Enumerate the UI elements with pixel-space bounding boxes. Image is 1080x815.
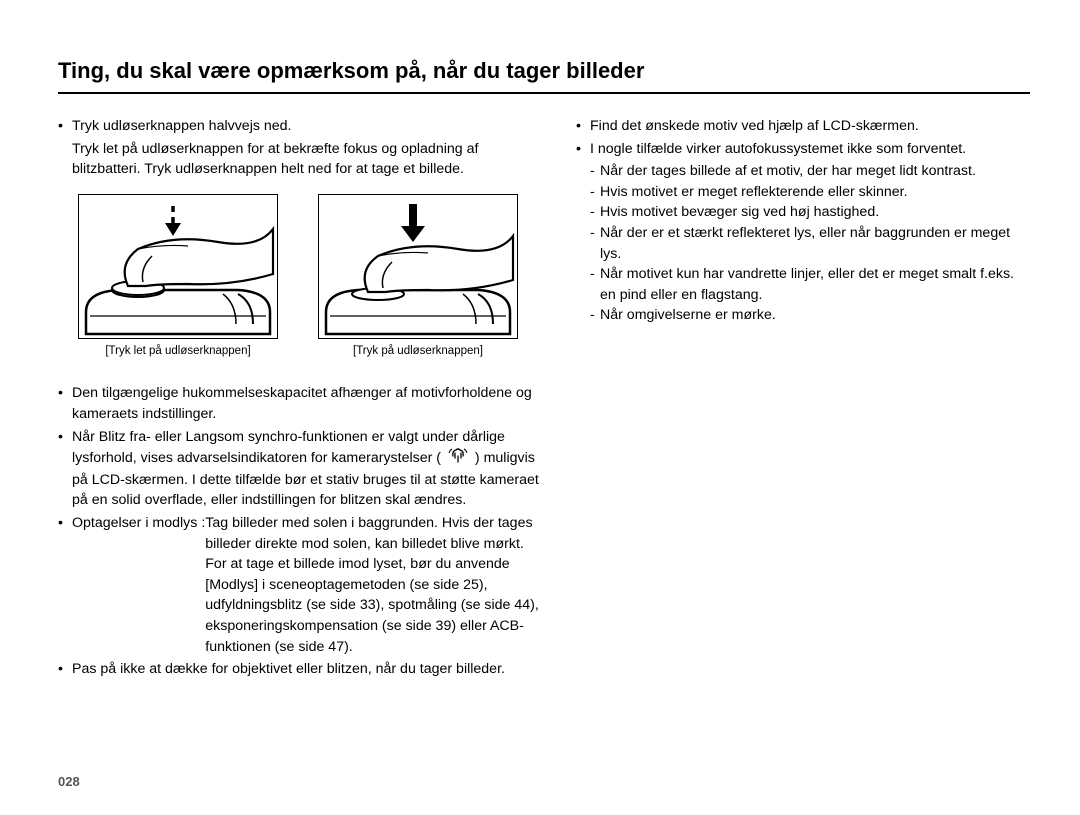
figure-half-press-caption: [Tryk let på udløserknappen] <box>105 343 250 360</box>
af-sub-dark: - Når omgivelserne er mørke. <box>590 305 1030 326</box>
bullet-text: Når Blitz fra- eller Langsom synchro-fun… <box>72 427 548 511</box>
sub-text: Hvis motivet bevæger sig ved høj hastigh… <box>600 202 1030 223</box>
figure-row: [Tryk let på udløserknappen] <box>78 194 548 360</box>
sub-text: Når der tages billede af et motiv, der h… <box>600 161 1030 182</box>
shake-warning-pre: Når Blitz fra- eller Langsom synchro-fun… <box>72 429 505 467</box>
sub-text: Hvis motivet er meget reﬂekterende eller… <box>600 182 1030 203</box>
bullet-text: Tryk udløserknappen halvvejs ned. <box>72 116 548 137</box>
dash-icon: - <box>590 305 600 326</box>
dash-icon: - <box>590 223 600 264</box>
bullet-shutter-half-sub: Tryk let på udløserknappen for at bekræf… <box>72 139 548 180</box>
page-title: Ting, du skal være opmærksom på, når du … <box>58 58 1030 94</box>
bullet-text: Find det ønskede motiv ved hjælp af LCD-… <box>590 116 1030 137</box>
dash-icon: - <box>590 202 600 223</box>
dash-icon: - <box>590 182 600 203</box>
left-column: • Tryk udløserknappen halvvejs ned. Tryk… <box>58 116 548 682</box>
bullet-backlight: • Optagelser i modlys : Tag billeder med… <box>58 513 548 657</box>
af-sub-brightbg: - Når der er et stærkt reﬂekteret lys, e… <box>590 223 1030 264</box>
bullet-shake-warning: • Når Blitz fra- eller Langsom synchro-f… <box>58 427 548 511</box>
camera-full-press-illustration <box>318 194 518 339</box>
sub-text: Når motivet kun har vandrette linjer, el… <box>600 264 1030 305</box>
sub-text: Når der er et stærkt reﬂekteret lys, ell… <box>600 223 1030 264</box>
af-sub-contrast: - Når der tages billede af et motiv, der… <box>590 161 1030 182</box>
af-sub-reflective: - Hvis motivet er meget reﬂekterende ell… <box>590 182 1030 203</box>
bullet-text: I nogle tilfælde virker autofokussysteme… <box>590 139 1030 160</box>
bullet-lens-cover: • Pas på ikke at dække for objektivet el… <box>58 659 548 680</box>
af-sub-fast: - Hvis motivet bevæger sig ved høj hasti… <box>590 202 1030 223</box>
camera-half-press-illustration <box>78 194 278 339</box>
af-sub-horizontal: - Når motivet kun har vandrette linjer, … <box>590 264 1030 305</box>
page-number: 028 <box>58 774 80 789</box>
bullet-text: Optagelser i modlys : Tag billeder med s… <box>72 513 548 657</box>
backlight-body: Tag billeder med solen i baggrunden. Hvi… <box>205 513 548 657</box>
dash-icon: - <box>590 264 600 305</box>
right-column: • Find det ønskede motiv ved hjælp af LC… <box>576 116 1030 682</box>
bullet-dot-icon: • <box>576 139 590 160</box>
bullet-dot-icon: • <box>58 116 72 137</box>
bullet-autofocus: • I nogle tilfælde virker autofokussyste… <box>576 139 1030 160</box>
camera-shake-icon <box>447 447 469 470</box>
dash-icon: - <box>590 161 600 182</box>
figure-half-press: [Tryk let på udløserknappen] <box>78 194 278 360</box>
backlight-label: Optagelser i modlys : <box>72 513 205 657</box>
bullet-dot-icon: • <box>58 513 72 657</box>
bullet-text: Den tilgængelige hukommelseskapacitet af… <box>72 383 548 424</box>
bullet-text: Pas på ikke at dække for objektivet elle… <box>72 659 548 680</box>
bullet-shutter-half: • Tryk udløserknappen halvvejs ned. <box>58 116 548 137</box>
figure-full-press: [Tryk på udløserknappen] <box>318 194 518 360</box>
bullet-dot-icon: • <box>58 383 72 424</box>
bullet-lcd-find: • Find det ønskede motiv ved hjælp af LC… <box>576 116 1030 137</box>
bullet-memory: • Den tilgængelige hukommelseskapacitet … <box>58 383 548 424</box>
bullet-dot-icon: • <box>58 659 72 680</box>
sub-text: Når omgivelserne er mørke. <box>600 305 1030 326</box>
figure-full-press-caption: [Tryk på udløserknappen] <box>353 343 483 360</box>
content-columns: • Tryk udløserknappen halvvejs ned. Tryk… <box>58 116 1030 682</box>
bullet-dot-icon: • <box>576 116 590 137</box>
bullet-dot-icon: • <box>58 427 72 511</box>
